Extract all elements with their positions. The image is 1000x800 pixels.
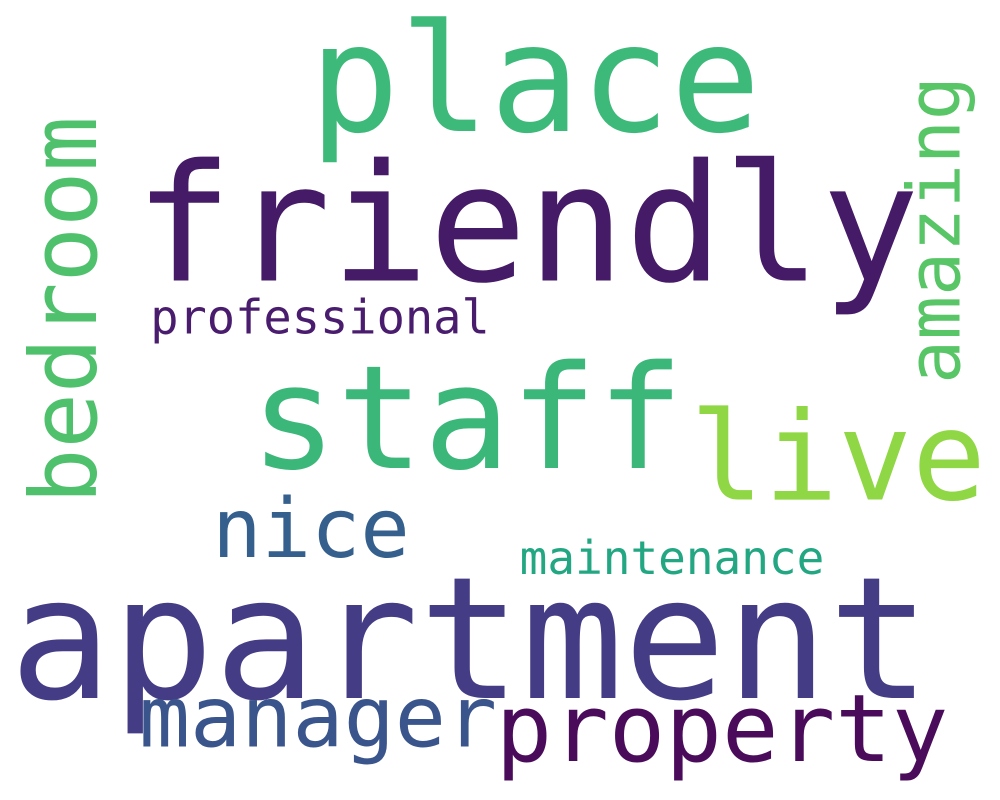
word-nice: nice bbox=[212, 482, 410, 577]
word-property: property bbox=[495, 675, 949, 784]
word-staff: staff bbox=[250, 334, 684, 502]
word-live: live bbox=[689, 386, 987, 530]
word-amazing: amazing bbox=[892, 76, 978, 384]
word-professional: professional bbox=[150, 290, 490, 346]
word-bedroom: bedroom bbox=[11, 116, 118, 504]
word-maintenance: maintenance bbox=[519, 531, 825, 585]
word-place: place bbox=[309, 0, 761, 167]
word-manager: manager bbox=[138, 668, 498, 768]
word-apartment: apartment bbox=[9, 541, 931, 739]
word-friendly: friendly bbox=[134, 130, 920, 320]
